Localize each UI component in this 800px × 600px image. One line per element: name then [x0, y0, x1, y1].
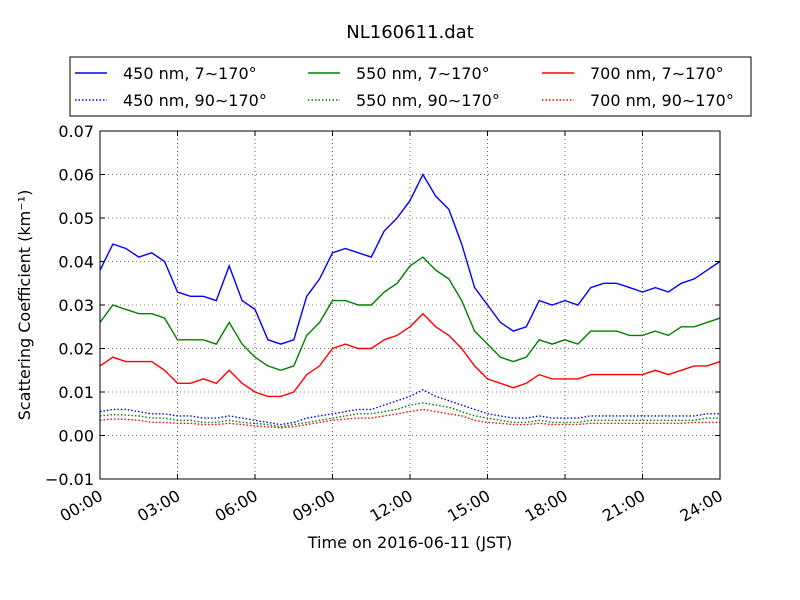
y-tick-label: 0.06 — [58, 166, 94, 185]
chart-title: NL160611.dat — [346, 22, 473, 43]
legend-box — [69, 56, 752, 117]
x-tick-label: 00:00 — [57, 486, 106, 526]
y-tick-label: 0.02 — [58, 340, 94, 359]
x-tick-label: 24:00 — [677, 486, 726, 526]
y-tick-label: 0.03 — [58, 296, 94, 315]
y-axis-label: Scattering Coefficient (km⁻¹) — [15, 190, 34, 421]
series-line — [99, 408, 720, 429]
x-axis-label: Time on 2016-06-11 (JST) — [307, 533, 512, 552]
y-tick-label: 0.01 — [58, 383, 94, 402]
x-tick-label: 06:00 — [212, 486, 261, 526]
legend: 450 nm, 7∼170° 550 nm, 7∼170° 700 nm, 7∼17… — [69, 56, 752, 117]
series-line — [99, 312, 721, 398]
y-tick-label: 0.04 — [58, 253, 94, 272]
series-line — [99, 389, 720, 426]
y-tick-label: 0.00 — [58, 427, 94, 446]
grid — [100, 131, 720, 479]
y-tick-label: 0.05 — [58, 209, 94, 228]
series-line — [99, 173, 721, 345]
legend-label: 450 nm, 90∼170° — [123, 91, 267, 110]
x-tick-label: 15:00 — [444, 486, 493, 526]
x-tick-label: 18:00 — [522, 486, 571, 526]
y-tick-label: 0.07 — [58, 122, 94, 141]
axis-ticks: 00:00 03:00 06:00 09:00 12:00 15:00 18:00 21:00… — [45, 122, 726, 526]
x-tick-label: 03:00 — [134, 486, 183, 526]
x-tick-label: 09:00 — [289, 486, 338, 526]
legend-label: 700 nm, 7∼170° — [590, 64, 724, 83]
legend-label: 700 nm, 90∼170° — [590, 91, 734, 110]
x-tick-label: 21:00 — [599, 486, 648, 526]
legend-label: 550 nm, 7∼170° — [356, 64, 490, 83]
y-tick-label: −0.01 — [45, 470, 94, 489]
x-tick-label: 12:00 — [367, 486, 416, 526]
legend-label: 550 nm, 90∼170° — [356, 91, 500, 110]
series-line — [99, 256, 721, 372]
legend-label: 450 nm, 7∼170° — [123, 64, 257, 83]
plot-lines — [99, 173, 721, 429]
